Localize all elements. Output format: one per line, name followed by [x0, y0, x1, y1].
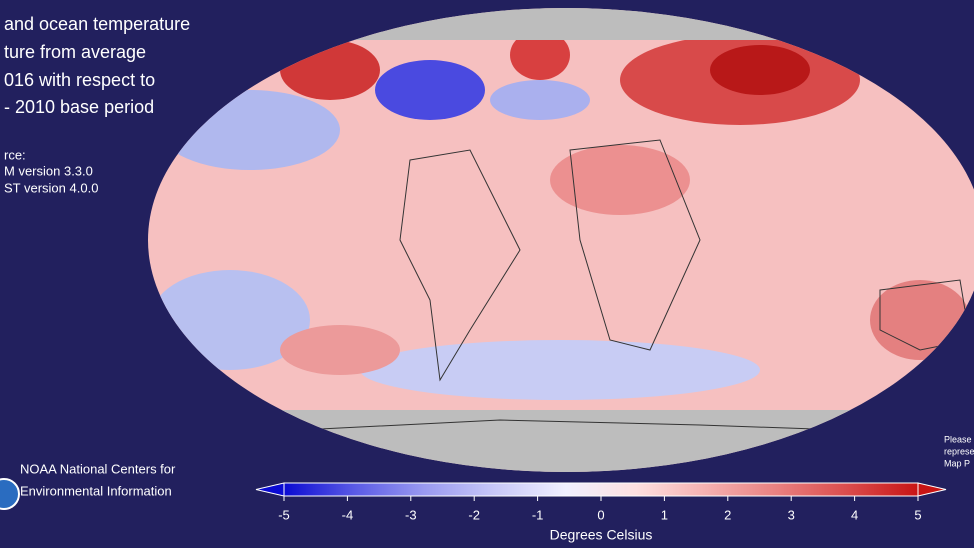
tick-label: 2	[724, 507, 731, 522]
tick-label: -1	[532, 507, 544, 522]
tick-label: 3	[788, 507, 795, 522]
tick-label: 1	[661, 507, 668, 522]
tick-label: -3	[405, 507, 417, 522]
tick-label: 0	[597, 507, 604, 522]
title-line: ture from average	[4, 42, 146, 62]
logo-text: Environmental Information	[20, 483, 172, 498]
note: represe	[944, 446, 974, 456]
title-line: - 2010 base period	[4, 97, 154, 117]
map	[148, 8, 974, 472]
colorbar-scale	[283, 482, 919, 497]
source-line: ST version 4.0.0	[4, 180, 98, 195]
colorbar: -5 -4 -3 -2 -1 0 1 2 3 4 5 Degrees Celsius	[255, 482, 947, 543]
title: and ocean temperature ture from average …	[4, 14, 190, 196]
note: Please	[944, 434, 972, 444]
tick-label: -5	[278, 507, 290, 522]
tick-label: -2	[468, 507, 480, 522]
colorbar-label: Degrees Celsius	[550, 527, 653, 543]
logo-text: NOAA National Centers for	[20, 461, 176, 476]
tick-label: 5	[914, 507, 921, 522]
logo	[0, 478, 20, 510]
source-line: rce:	[4, 147, 26, 162]
tick-label: -4	[342, 507, 354, 522]
note: Map P	[944, 458, 970, 468]
tick-label: 4	[851, 507, 858, 522]
source-line: M version 3.3.0	[4, 163, 93, 178]
title-line: and ocean temperature	[4, 14, 190, 34]
title-line: 016 with respect to	[4, 70, 155, 90]
